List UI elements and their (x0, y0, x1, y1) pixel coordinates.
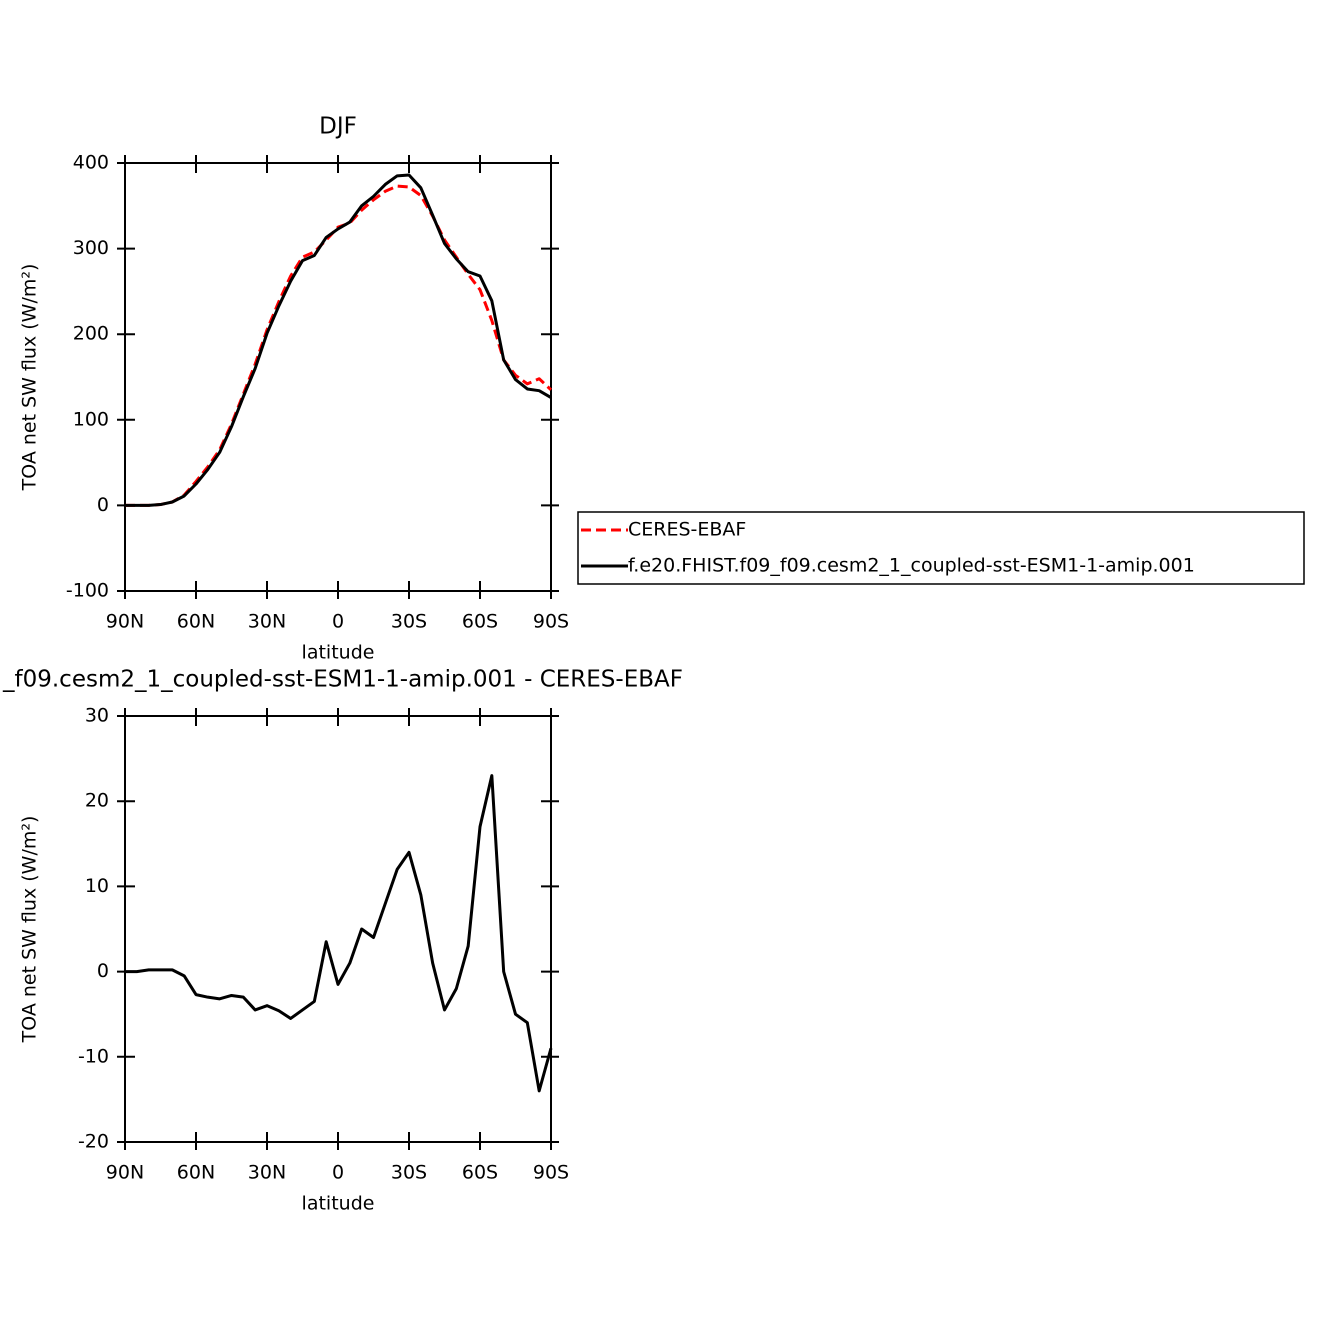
plot-frame (124, 162, 552, 592)
data-line (125, 173, 552, 507)
x-tick-label: 60S (462, 1162, 498, 1184)
x-axis-label: latitude (302, 1193, 375, 1215)
x-tick-label: 30N (248, 1162, 286, 1184)
x-tick-label: 30S (391, 611, 427, 633)
y-tick-label: 0 (97, 494, 109, 516)
legend-label: CERES-EBAF (628, 519, 746, 541)
y-tick-label: 100 (73, 408, 109, 430)
plot-frame (124, 715, 552, 1143)
x-tick-label: 90N (106, 1162, 144, 1184)
x-tick-label: 30N (248, 611, 286, 633)
chart-title: DJF (319, 114, 357, 140)
x-tick-label: 90S (533, 611, 569, 633)
x-tick-label: 60N (177, 611, 215, 633)
y-tick-label: -100 (66, 580, 109, 602)
y-tick-label: 0 (97, 960, 109, 982)
legend-box (577, 511, 1305, 585)
legend-label: f.e20.FHIST.f09_f09.cesm2_1_coupled-sst-… (628, 555, 1195, 577)
y-tick-label: 200 (73, 323, 109, 345)
x-tick-label: 90N (106, 611, 144, 633)
y-tick-label: 300 (73, 237, 109, 259)
data-line (125, 184, 553, 507)
data-line (125, 774, 553, 1093)
x-tick-label: 60S (462, 611, 498, 633)
x-tick-label: 30S (391, 1162, 427, 1184)
y-tick-label: 30 (85, 705, 109, 727)
x-tick-label: 90S (533, 1162, 569, 1184)
y-tick-label: -10 (78, 1045, 109, 1067)
y-axis-label: TOA net SW flux (W/m²) (19, 816, 41, 1044)
y-tick-label: 20 (85, 790, 109, 812)
x-axis-label: latitude (302, 642, 375, 664)
y-tick-label: 400 (73, 152, 109, 174)
y-tick-label: -20 (78, 1131, 109, 1153)
y-axis-label: TOA net SW flux (W/m²) (19, 264, 41, 492)
y-tick-label: 10 (85, 875, 109, 897)
x-tick-label: 60N (177, 1162, 215, 1184)
x-tick-label: 0 (332, 1162, 344, 1184)
x-tick-label: 0 (332, 611, 344, 633)
chart-title: _f09.cesm2_1_coupled-sst-ESM1-1-amip.001… (2, 667, 683, 693)
